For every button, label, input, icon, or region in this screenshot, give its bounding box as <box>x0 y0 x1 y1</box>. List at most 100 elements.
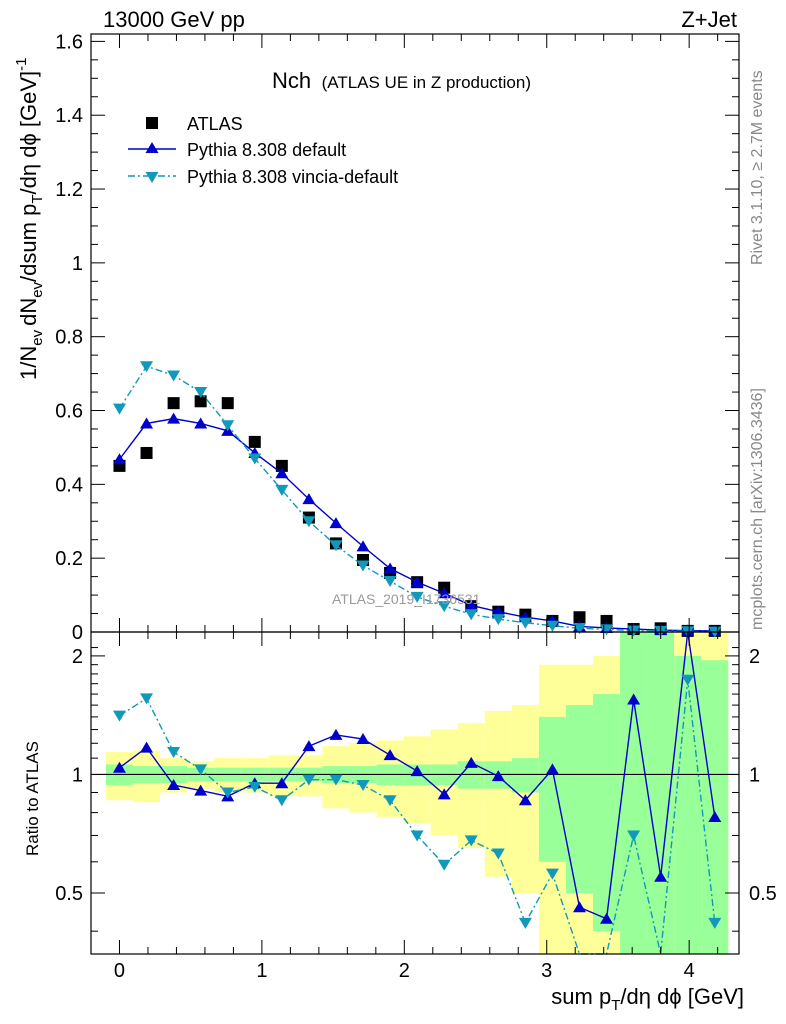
ylabel-part-4: /dη dϕ [GeV] <box>16 71 41 195</box>
main-marker-default <box>383 562 397 574</box>
ratio-marker-default <box>112 761 126 773</box>
ratio-marker-default <box>140 741 154 753</box>
x-tick-label: 0 <box>114 960 125 982</box>
ylabel-part-3: /dsum p <box>16 204 41 282</box>
main-y-tick-label-zero: 0 <box>72 622 83 644</box>
ratio-marker-vincia <box>248 781 262 793</box>
xlabel-part-1: sum p <box>551 984 611 1009</box>
ylabel-sup: -1 <box>13 58 30 71</box>
main-marker-vincia <box>221 420 235 432</box>
atlas-data-point <box>573 611 586 624</box>
main-marker-default <box>329 517 343 529</box>
x-axis-label: sum pT/dη dϕ [GeV] <box>551 984 744 1014</box>
ratio-marker-default <box>194 784 208 796</box>
main-y-tick-label: 1.4 <box>55 105 83 127</box>
ratio-marker-default <box>708 810 722 822</box>
ratio-marker-vincia <box>221 787 235 799</box>
ratio-band-inner <box>674 655 702 954</box>
ratio-marker-vincia <box>681 674 695 686</box>
main-marker-vincia <box>329 540 343 552</box>
atlas-data-point <box>248 435 261 448</box>
main-y-tick-label: 1.6 <box>55 31 83 53</box>
ratio-band-inner <box>511 758 539 793</box>
ratio-y-tick-label-left: 1 <box>72 764 83 786</box>
ylabel-sub-ev-2: ev <box>29 281 46 297</box>
x-tick-label: 1 <box>256 960 267 982</box>
ratio-marker-vincia <box>383 795 397 807</box>
atlas-data-point <box>275 459 288 472</box>
ratio-marker-vincia <box>140 693 154 705</box>
ratio-marker-vincia <box>545 868 559 880</box>
legend-label-vincia: Pythia 8.308 vincia-default <box>187 167 398 187</box>
ratio-marker-vincia <box>194 764 208 776</box>
ratio-marker-default <box>437 788 451 800</box>
atlas-data-point <box>167 397 180 410</box>
main-marker-default <box>194 417 208 429</box>
ratio-panel-frame <box>90 631 740 955</box>
ylabel-sub-T: T <box>29 195 46 204</box>
axis-ticks: 0 1 2 3 4 0.2 0.4 0.6 0.8 1 1.2 1.4 1.6 0 0.5 0.5 1 1 2 2 <box>55 31 777 982</box>
ratio-marker-default <box>302 740 316 752</box>
ylabel-part-2: dN <box>16 298 41 326</box>
ratio-band-inner <box>701 660 729 954</box>
ratio-marker-vincia <box>167 747 181 759</box>
ratio-marker-vincia <box>518 917 532 929</box>
main-marker-default <box>275 467 289 479</box>
ratio-marker-default <box>410 765 424 777</box>
xlabel-sub-T: T <box>611 997 620 1014</box>
ratio-marker-default <box>329 728 343 740</box>
plot-title-main: Nch <box>272 68 311 93</box>
main-marker-default <box>140 417 154 429</box>
ratio-marker-vincia <box>329 774 343 786</box>
ratio-marker-default <box>275 777 289 789</box>
main-marker-default <box>356 540 370 552</box>
ratio-marker-vincia <box>356 780 370 792</box>
main-marker-vincia <box>275 484 289 496</box>
main-marker-vincia <box>572 623 586 635</box>
ratio-marker-default <box>167 779 181 791</box>
main-marker-vincia <box>167 370 181 382</box>
main-y-tick-label: 0.2 <box>55 548 83 570</box>
ratio-marker-default <box>545 763 559 775</box>
analysis-watermark: ATLAS_2019_I1736531 <box>332 591 481 607</box>
xlabel-part-2: /dη dϕ [GeV] <box>620 984 744 1009</box>
main-marker-vincia <box>140 361 154 373</box>
ratio-band-inner <box>593 694 621 932</box>
ylabel-sub-ev: ev <box>29 329 46 345</box>
atlas-data-point <box>140 446 153 459</box>
main-marker-vincia <box>356 560 370 572</box>
ratio-marker-default <box>356 733 370 745</box>
main-marker-vincia <box>518 617 532 629</box>
ratio-marker-vincia <box>491 848 505 860</box>
plot-title-sub: (ATLAS UE in Z production) <box>322 73 531 92</box>
header-left: 13000 GeV pp <box>103 7 245 32</box>
ratio-y-tick-label-left: 2 <box>72 646 83 668</box>
x-tick-label: 3 <box>541 960 552 982</box>
main-marker-vincia <box>491 614 505 626</box>
ratio-marker-default <box>464 756 478 768</box>
atlas-data-point <box>221 397 234 410</box>
main-y-tick-label: 0.6 <box>55 401 83 423</box>
series-layer <box>112 361 722 955</box>
main-marker-vincia <box>383 576 397 588</box>
main-marker-vincia <box>464 609 478 621</box>
ratio-band-inner <box>538 716 566 862</box>
main-y-tick-label: 0.8 <box>55 327 83 349</box>
header-right: Z+Jet <box>681 7 737 32</box>
ratio-y-tick-label-right: 2 <box>749 646 760 668</box>
ratio-y-tick-label-right: 0.5 <box>749 883 777 905</box>
ratio-y-axis-label: Ratio to ATLAS <box>23 741 42 856</box>
ratio-marker-vincia <box>302 774 316 786</box>
legend-label-default: Pythia 8.308 default <box>187 140 346 160</box>
ratio-marker-default <box>600 912 614 924</box>
main-marker-default <box>437 587 451 599</box>
ratio-y-tick-label-right: 1 <box>749 764 760 786</box>
main-marker-default <box>167 412 181 424</box>
main-y-tick-label: 1 <box>72 253 83 275</box>
main-marker-vincia <box>627 625 641 637</box>
ratio-marker-vincia <box>410 830 424 842</box>
legend-marker-vincia <box>145 172 159 183</box>
plot-title: Nch (ATLAS UE in Z production) <box>272 68 531 93</box>
main-y-axis-label: 1/NevdNev/dsum pT/dη dϕ [GeV]-1 <box>13 58 46 380</box>
main-marker-vincia <box>248 453 262 465</box>
